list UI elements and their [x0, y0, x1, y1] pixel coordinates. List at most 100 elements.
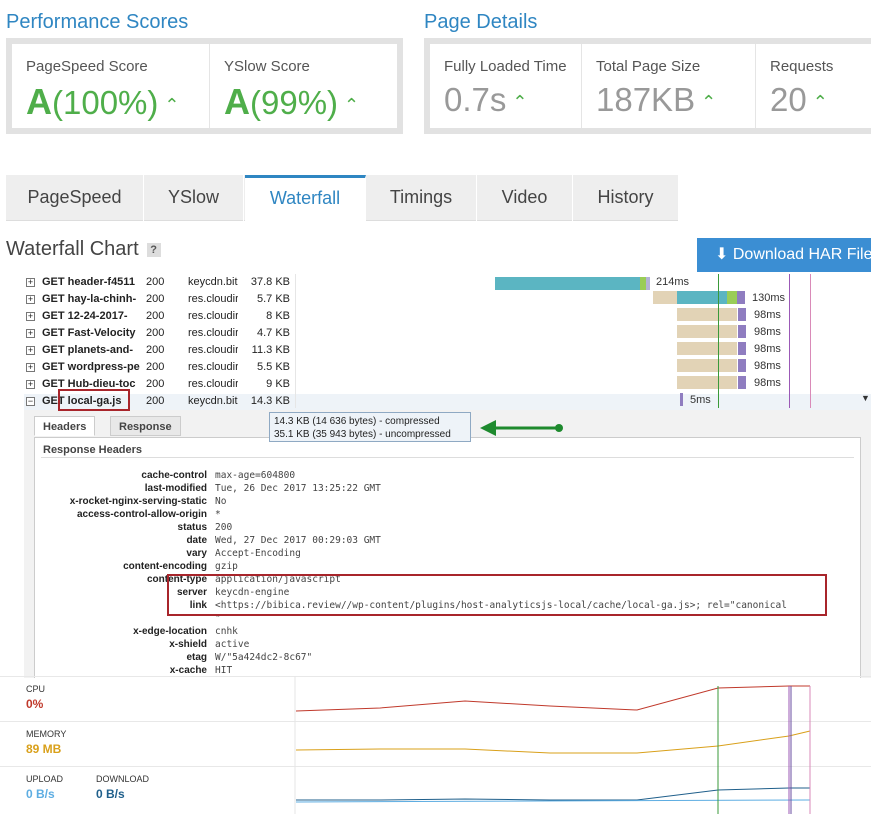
waterfall-chart-title: Waterfall Chart? [6, 238, 161, 261]
header-row: date Wed, 27 Dec 2017 00:29:03 GMT [35, 535, 860, 548]
upload-value: 0 B/s [26, 787, 55, 801]
request-domain: res.cloudir [188, 378, 238, 390]
download-har-label: Download HAR File [732, 246, 871, 263]
divider [41, 457, 854, 458]
header-value: Accept-Encoding [215, 548, 301, 559]
collapse-icon[interactable]: − [26, 396, 35, 406]
header-row: status 200 [35, 522, 860, 535]
header-row: last-modified Tue, 26 Dec 2017 13:25:22 G… [35, 483, 860, 496]
waterfall-row[interactable]: + GET Fast-Velocity 200 res.cloudir 4.7 KB [24, 326, 294, 343]
bar-receive [495, 277, 640, 290]
metrics-graph [294, 676, 811, 814]
bar-dns [677, 325, 737, 338]
header-value: * [215, 509, 221, 520]
header-row: server keycdn-engine [35, 587, 860, 600]
expand-icon[interactable]: + [26, 379, 35, 389]
bar-block [646, 277, 650, 290]
expand-icon[interactable]: + [26, 362, 35, 372]
tab-pagespeed[interactable]: PageSpeed [6, 175, 144, 221]
request-size: 5.5 KB [256, 361, 290, 373]
fully-loaded-label: Fully Loaded Time [444, 58, 567, 75]
waterfall-row[interactable]: + GET Hub-dieu-toc 200 res.cloudir 9 KB [24, 377, 294, 394]
tab-yslow[interactable]: YSlow [144, 175, 244, 221]
row-time: 5ms [690, 394, 711, 406]
highlight-server-link [167, 574, 827, 616]
bar-block [738, 325, 746, 338]
tab-history[interactable]: History [573, 175, 679, 221]
tab-waterfall[interactable]: Waterfall [245, 175, 366, 221]
header-value: Tue, 26 Dec 2017 13:25:22 GMT [215, 483, 381, 494]
header-key: access-control-allow-origin [76, 509, 207, 520]
header-key: x-cache [169, 665, 207, 676]
cpu-line [295, 685, 810, 712]
pagespeed-score-cell: PageSpeed Score A(100%) ⌃ [12, 44, 210, 128]
total-size-label: Total Page Size [596, 58, 701, 75]
header-key: status [177, 522, 207, 533]
bar-dns [653, 291, 677, 304]
tab-response[interactable]: Response [110, 416, 181, 436]
row-time: 98ms [754, 343, 781, 355]
request-url: GET local-ga.js [42, 395, 122, 407]
bar-dns [677, 342, 737, 355]
request-domain: res.cloudir [188, 344, 238, 356]
tab-timings[interactable]: Timings [366, 175, 477, 221]
tab-video[interactable]: Video [477, 175, 573, 221]
expand-icon[interactable]: + [26, 328, 35, 338]
bar-block [738, 308, 746, 321]
waterfall-row[interactable]: + GET wordpress-pe 200 res.cloudir 5.5 KB [24, 360, 294, 377]
request-url: GET header-f4511 [42, 276, 135, 288]
report-tabs: PageSpeed YSlow Waterfall Timings Video … [6, 175, 679, 221]
tab-headers[interactable]: Headers [34, 416, 96, 436]
bar-block [738, 359, 746, 372]
total-size-cell: Total Page Size 187KB ⌃ [582, 44, 756, 128]
bar-block [738, 342, 746, 355]
waterfall-row[interactable]: − GET local-ga.js 200 keycdn.bit 14.3 KB [24, 394, 871, 411]
header-row: x-edge-location cnhk [35, 626, 860, 639]
waterfall-row[interactable]: + GET planets-and- 200 res.cloudir 11.3 KB [24, 343, 294, 360]
expand-icon[interactable]: + [26, 277, 35, 287]
grid-line [295, 274, 296, 408]
download-label: DOWNLOAD [96, 774, 150, 784]
bar-receive [677, 291, 727, 304]
cpu-value: 0% [26, 697, 44, 711]
header-key: x-rocket-nginx-serving-static [69, 496, 207, 507]
chevron-up-icon: ⌃ [701, 91, 717, 112]
request-url: GET Hub-dieu-toc [42, 378, 136, 390]
request-status: 200 [146, 361, 165, 373]
header-row: access-control-allow-origin * [35, 509, 860, 522]
request-status: 200 [146, 293, 165, 305]
row-time: 214ms [656, 276, 690, 288]
help-icon[interactable]: ? [146, 242, 161, 257]
header-row: content-encoding gzip [35, 561, 860, 574]
waterfall-row[interactable]: + GET header-f4511 200 keycdn.bit 37.8 KB [24, 275, 294, 292]
dropdown-arrow-icon[interactable]: ▼ [861, 393, 870, 403]
pagespeed-percent: (100%) [52, 84, 159, 121]
header-key: cache-control [141, 470, 207, 481]
request-status: 200 [146, 378, 165, 390]
row-time: 130ms [752, 292, 786, 304]
request-status: 200 [146, 344, 165, 356]
expand-icon[interactable]: + [26, 294, 35, 304]
header-key: last-modified [144, 483, 207, 494]
request-domain: res.cloudir [188, 293, 238, 305]
request-domain: res.cloudir [188, 310, 238, 322]
expand-icon[interactable]: + [26, 345, 35, 355]
yslow-score-cell: YSlow Score A(99%) ⌃ [210, 44, 397, 128]
waterfall-row[interactable]: + GET hay-la-chinh- 200 res.cloudir 5.7 KB [24, 292, 294, 309]
compressed-size: 14.3 KB (14 636 bytes) - compressed [274, 416, 440, 427]
requests-cell: Requests 20 ⌃ [756, 44, 871, 128]
waterfall-row[interactable]: + GET 12-24-2017- 200 res.cloudir 8 KB [24, 309, 294, 326]
download-har-button[interactable]: ⬇ Download HAR File [697, 238, 871, 272]
header-key: x-edge-location [133, 626, 207, 637]
request-size: 11.3 KB [251, 344, 290, 356]
expand-icon[interactable]: + [26, 311, 35, 321]
header-key: vary [186, 548, 207, 559]
bar-block [738, 376, 746, 389]
header-value: No [215, 496, 227, 507]
request-size: 14.3 KB [250, 395, 290, 407]
performance-scores-panel: PageSpeed Score A(100%) ⌃ YSlow Score A(9… [6, 38, 403, 134]
header-value: gzip [215, 561, 238, 572]
request-size: 9 KB [266, 378, 290, 390]
header-row: x-shield active [35, 639, 860, 652]
cpu-label: CPU [26, 684, 46, 694]
